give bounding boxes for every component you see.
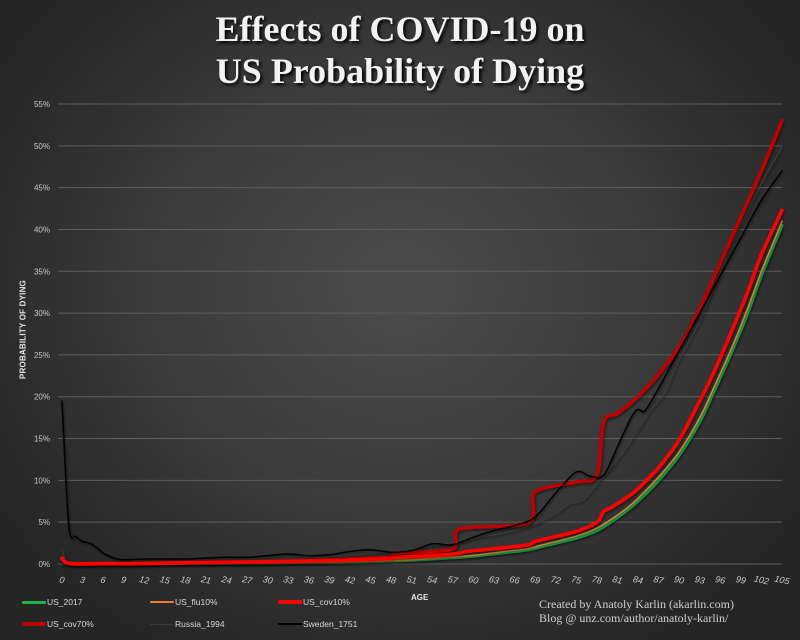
y-tick-label: 25% bbox=[34, 351, 50, 360]
series-lines bbox=[60, 118, 784, 566]
y-tick-label: 20% bbox=[34, 393, 50, 402]
x-tick-label: 72 bbox=[550, 574, 562, 586]
x-tick-label: 105 bbox=[774, 574, 792, 587]
legend: US_2017 US_flu10% US_cov10% US_cov70% Russia… bbox=[22, 597, 402, 637]
legend-label: US_cov70% bbox=[47, 619, 94, 629]
x-tick-label: 6 bbox=[100, 575, 107, 586]
y-tick-label: 15% bbox=[34, 435, 50, 444]
legend-item-russia-1994: Russia_1994 bbox=[150, 619, 225, 629]
x-tick-label: 45 bbox=[365, 574, 378, 586]
x-tick-label: 33 bbox=[282, 574, 294, 586]
legend-swatch bbox=[22, 622, 46, 626]
x-tick-label: 66 bbox=[509, 574, 521, 586]
y-tick-label: 45% bbox=[34, 184, 50, 193]
x-tick-label: 93 bbox=[694, 574, 706, 586]
x-tick-label: 90 bbox=[673, 574, 685, 586]
credit-text: Created by Anatoly Karlin (akarlin.com) … bbox=[539, 597, 734, 625]
x-tick-label: 42 bbox=[344, 574, 356, 586]
x-tick-label: 27 bbox=[240, 574, 254, 586]
y-axis-label: PROBABILITY OF DYING bbox=[18, 280, 28, 379]
chart-title: Effects of COVID-19 on US Probability of… bbox=[0, 8, 800, 92]
legend-item-us-flu10: US_flu10% bbox=[150, 597, 218, 607]
legend-label: Sweden_1751 bbox=[303, 619, 358, 629]
x-tick-label: 54 bbox=[426, 574, 438, 586]
legend-label: US_2017 bbox=[47, 597, 83, 607]
x-tick-label: 81 bbox=[611, 574, 623, 586]
y-tick-label: 30% bbox=[34, 309, 50, 318]
x-tick-label: 75 bbox=[570, 574, 583, 586]
x-axis-label: AGE bbox=[411, 593, 429, 602]
legend-item-sweden-1751: Sweden_1751 bbox=[278, 619, 357, 629]
legend-label: Russia_1994 bbox=[175, 619, 225, 629]
x-tick-label: 36 bbox=[303, 574, 315, 586]
y-tick-label: 55% bbox=[34, 100, 50, 109]
y-axis-ticks: 0% 5% 10% 15% 20% 25% 30% 35% 40% 45% 50% 55% bbox=[34, 100, 50, 569]
x-tick-label: 48 bbox=[385, 574, 397, 586]
legend-label: US_cov10% bbox=[303, 597, 350, 607]
x-axis-ticks: 0 3 6 9 12 15 18 21 24 27 30 33 36 39 42 45 48 51 54 57 60 63… bbox=[59, 574, 792, 587]
y-tick-label: 5% bbox=[38, 518, 50, 527]
legend-item-us-2017: US_2017 bbox=[22, 597, 82, 607]
legend-swatch bbox=[150, 623, 174, 625]
legend-label: US_flu10% bbox=[175, 597, 218, 607]
legend-item-us-cov10: US_cov10% bbox=[278, 597, 350, 607]
x-tick-label: 69 bbox=[529, 574, 541, 586]
x-tick-label: 102 bbox=[753, 574, 770, 587]
x-tick-label: 78 bbox=[591, 574, 603, 586]
y-tick-label: 35% bbox=[34, 267, 50, 276]
x-tick-label: 24 bbox=[220, 574, 233, 586]
x-tick-label: 21 bbox=[199, 574, 212, 586]
y-tick-label: 40% bbox=[34, 225, 50, 234]
credit-line-2: Blog @ unz.com/author/anatoly-karlin/ bbox=[539, 611, 729, 625]
x-tick-label: 3 bbox=[79, 575, 86, 586]
x-tick-label: 57 bbox=[447, 574, 460, 586]
x-tick-label: 51 bbox=[406, 574, 418, 586]
x-tick-label: 60 bbox=[467, 574, 479, 586]
chart-title-line1: Effects of COVID-19 on bbox=[215, 9, 585, 49]
series-line-us-cov10 bbox=[60, 208, 784, 566]
x-tick-label: 39 bbox=[323, 574, 335, 586]
x-tick-label: 9 bbox=[120, 575, 127, 586]
chart-title-line2: US Probability of Dying bbox=[215, 51, 585, 91]
series-line-us-2017 bbox=[60, 223, 784, 566]
y-tick-label: 50% bbox=[34, 142, 50, 151]
legend-swatch bbox=[150, 601, 174, 603]
credit-line-1: Created by Anatoly Karlin (akarlin.com) bbox=[539, 597, 734, 611]
x-tick-label: 18 bbox=[179, 574, 191, 586]
x-tick-label: 96 bbox=[714, 574, 726, 586]
x-tick-label: 30 bbox=[262, 574, 274, 586]
x-tick-label: 87 bbox=[653, 574, 666, 586]
y-tick-label: 10% bbox=[34, 476, 50, 485]
legend-swatch bbox=[278, 623, 302, 625]
legend-item-us-cov70: US_cov70% bbox=[22, 619, 94, 629]
series-line-us-flu10 bbox=[61, 220, 783, 565]
legend-swatch bbox=[22, 600, 46, 604]
legend-swatch bbox=[278, 600, 302, 604]
gridlines bbox=[58, 103, 782, 565]
x-tick-label: 15 bbox=[159, 574, 172, 586]
x-tick-label: 99 bbox=[735, 574, 747, 586]
x-tick-label: 0 bbox=[59, 575, 66, 586]
x-tick-label: 84 bbox=[632, 574, 644, 586]
series-line-sweden-1751 bbox=[61, 170, 783, 561]
x-tick-label: 12 bbox=[138, 574, 150, 586]
y-tick-label: 0% bbox=[38, 560, 50, 569]
x-tick-label: 63 bbox=[488, 574, 500, 586]
